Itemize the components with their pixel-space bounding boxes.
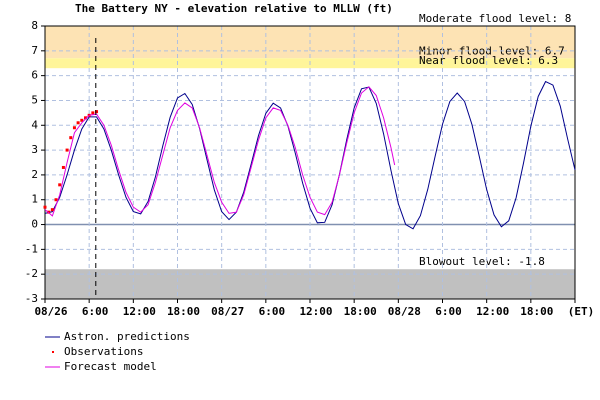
x-tick-label: 6:00 [435,305,462,318]
threshold-label: Blowout level: -1.8 [419,255,545,268]
y-tick-label: 8 [31,19,38,32]
y-tick-label: -2 [25,267,38,280]
x-tick-label: 6:00 [82,305,109,318]
observation-dot [69,136,73,140]
chart-title: The Battery NY - elevation relative to M… [75,2,393,15]
observation-dot [91,111,95,115]
threshold-label: Near flood level: 6.3 [419,54,558,67]
legend-swatch [52,351,54,353]
legend-label: Forecast model [64,360,157,373]
series-line [44,80,576,230]
x-tick-label: 08/27 [211,305,244,318]
x-tick-label: 08/28 [388,305,421,318]
y-tick-label: 6 [31,69,38,82]
x-tick-label: 18:00 [344,305,377,318]
legend-label: Astron. predictions [64,330,190,343]
series-line [44,86,396,217]
y-tick-label: 7 [31,44,38,57]
observation-dot [58,183,62,187]
x-tick-label: 18:00 [520,305,553,318]
legend-label: Observations [64,345,143,358]
threshold-label: Minor flood level: 6.7 [419,44,565,57]
observation-dot [72,126,76,130]
y-tick-label: 3 [31,143,38,156]
y-tick-label: 4 [31,118,38,131]
plot-frame [44,25,576,300]
observation-dot [95,110,99,114]
y-tick-label: -3 [25,292,38,305]
observation-dot [54,198,58,202]
y-tick-label: 0 [31,218,38,231]
x-tick-label: 12:00 [299,305,332,318]
x-tick-label: (ET) [568,305,595,318]
threshold-label: Moderate flood level: 8 [419,12,571,25]
x-tick-label: 6:00 [259,305,286,318]
observation-dot [83,116,87,120]
y-tick-label: -1 [25,242,38,255]
observation-dot [65,148,69,152]
y-tick-label: 2 [31,168,38,181]
x-tick-label: 08/26 [34,305,67,318]
x-tick-label: 12:00 [476,305,509,318]
observation-dot [61,165,65,169]
observation-dot [76,121,80,125]
observation-dot [50,208,54,212]
observation-dot [43,205,47,209]
y-tick-label: 1 [31,193,38,206]
observation-dot [80,118,84,122]
y-tick-label: 5 [31,93,38,106]
x-tick-label: 12:00 [123,305,156,318]
x-tick-label: 18:00 [167,305,200,318]
